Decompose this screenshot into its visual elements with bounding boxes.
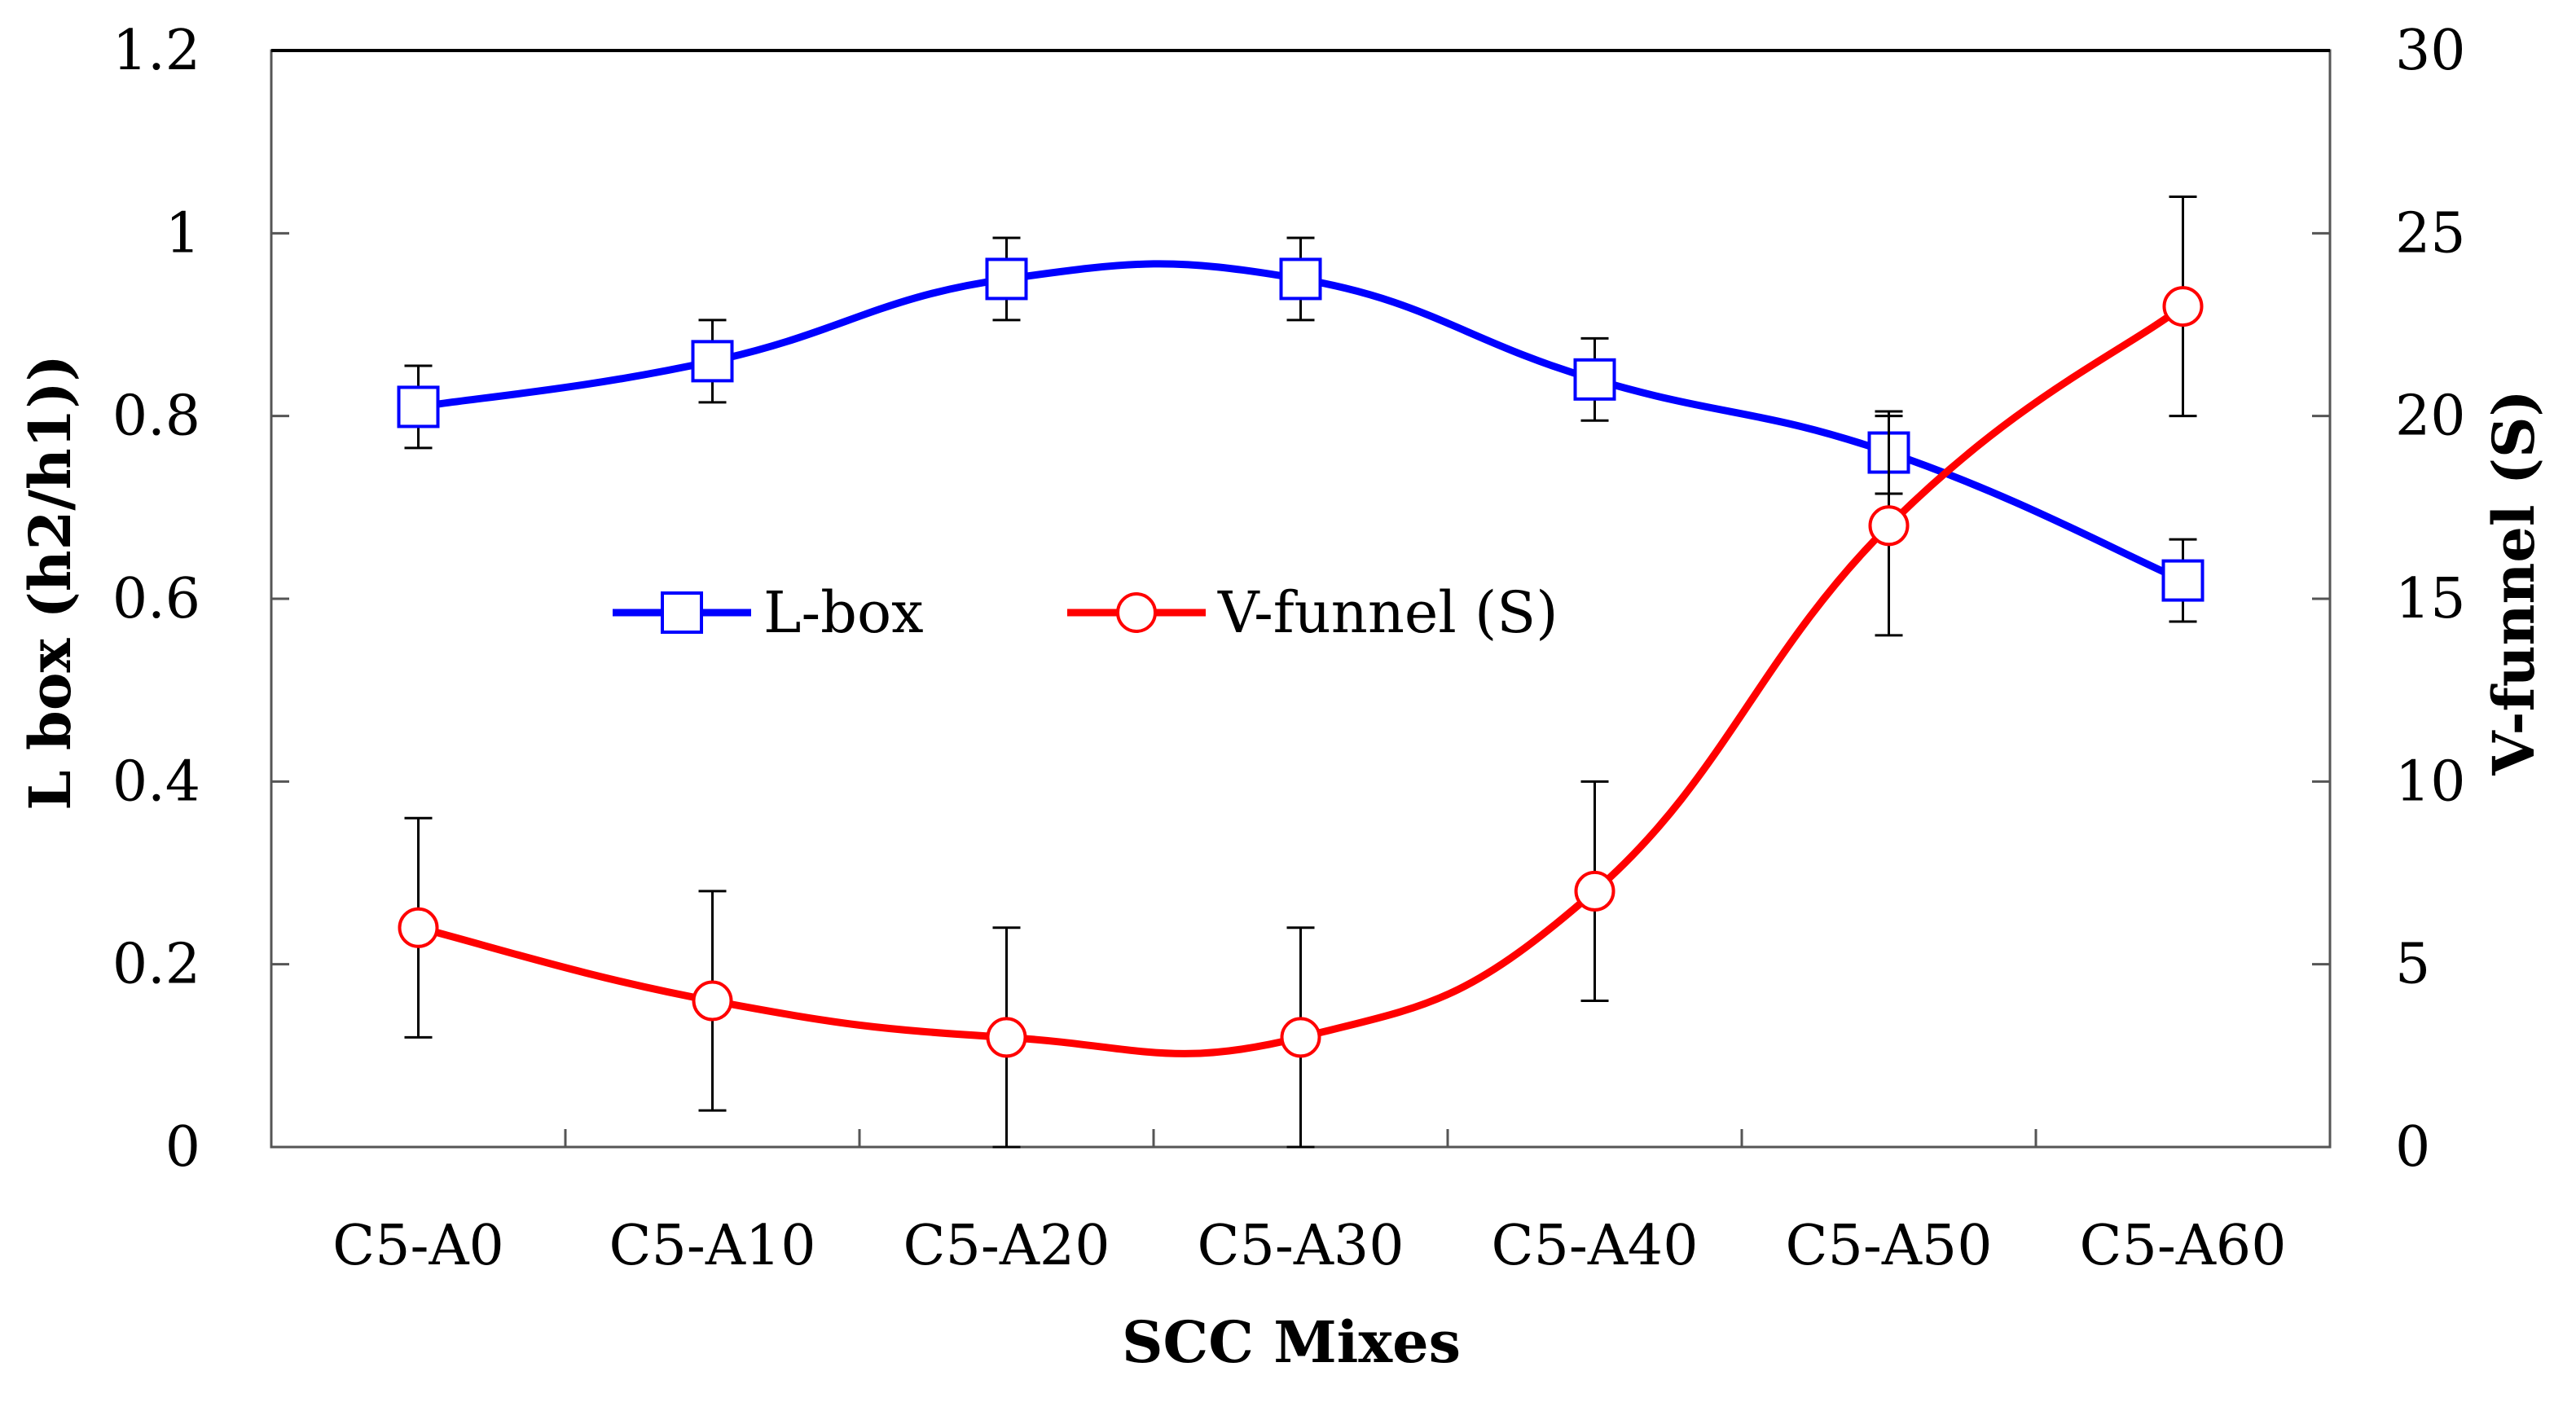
left-y-axis-title: L box (h2/h1)) bbox=[16, 354, 84, 810]
right-y-tick-label: 5 bbox=[2395, 933, 2430, 997]
left-y-tick-label: 0.6 bbox=[112, 567, 200, 631]
data-point bbox=[1868, 505, 1910, 547]
data-point bbox=[1279, 257, 1322, 301]
series-layer bbox=[397, 195, 2205, 1149]
x-tick-label: C5-A20 bbox=[903, 1214, 1110, 1278]
data-point bbox=[985, 257, 1028, 301]
x-tick-label: C5-A30 bbox=[1198, 1214, 1404, 1278]
left-y-tick-label: 0.8 bbox=[112, 385, 200, 449]
right-y-tick-label: 20 bbox=[2395, 385, 2466, 449]
data-point bbox=[1573, 358, 1616, 401]
data-point bbox=[397, 385, 440, 429]
x-tick-label: C5-A40 bbox=[1492, 1214, 1699, 1278]
x-tick-label: C5-A0 bbox=[332, 1214, 504, 1278]
legend-item: V-funnel (S) bbox=[1067, 579, 1558, 646]
legend-marker bbox=[661, 591, 703, 634]
data-point bbox=[2161, 559, 2205, 602]
left-y-tick-label: 0.2 bbox=[112, 933, 200, 997]
data-point bbox=[691, 340, 734, 383]
right-y-tick-label: 30 bbox=[2395, 19, 2466, 83]
x-axis-title: SCC Mixes bbox=[1122, 1308, 1461, 1376]
data-point bbox=[1574, 870, 1615, 912]
right-y-tick-label: 10 bbox=[2395, 749, 2466, 814]
right-y-axis-title: V-funnel (S) bbox=[2480, 389, 2547, 776]
legend-label: L-box bbox=[763, 579, 924, 646]
left-y-tick-label: 0.4 bbox=[112, 749, 200, 814]
x-axis: C5-A0 C5-A10 C5-A20 C5-A30 C5-A40 C5-A50 C5-A6… bbox=[332, 1129, 2286, 1278]
left-y-axis: 0 0.2 0.4 0.6 0.8 1 1.2 bbox=[112, 19, 289, 1180]
right-y-axis: 0 5 10 15 20 25 30 bbox=[2312, 19, 2466, 1180]
left-y-tick-label: 1.2 bbox=[112, 19, 200, 83]
series-v-funnel-s bbox=[398, 195, 2204, 1149]
data-point bbox=[2162, 286, 2204, 327]
data-point bbox=[1280, 1017, 1321, 1058]
x-tick-label: C5-A50 bbox=[1786, 1214, 1993, 1278]
left-y-tick-label: 0 bbox=[165, 1115, 200, 1180]
data-point bbox=[398, 907, 439, 948]
right-y-tick-label: 0 bbox=[2395, 1115, 2430, 1180]
data-point bbox=[692, 980, 733, 1022]
x-tick-label: C5-A60 bbox=[2080, 1214, 2287, 1278]
right-y-tick-label: 25 bbox=[2395, 201, 2466, 266]
right-y-tick-label: 15 bbox=[2395, 567, 2466, 631]
legend: L-box V-funnel (S) bbox=[613, 579, 1558, 646]
data-point bbox=[986, 1017, 1027, 1058]
legend-item: L-box bbox=[613, 579, 924, 646]
legend-marker bbox=[1116, 592, 1157, 633]
x-tick-label: C5-A10 bbox=[609, 1214, 816, 1278]
legend-label: V-funnel (S) bbox=[1217, 579, 1558, 646]
left-y-tick-label: 1 bbox=[165, 201, 200, 266]
